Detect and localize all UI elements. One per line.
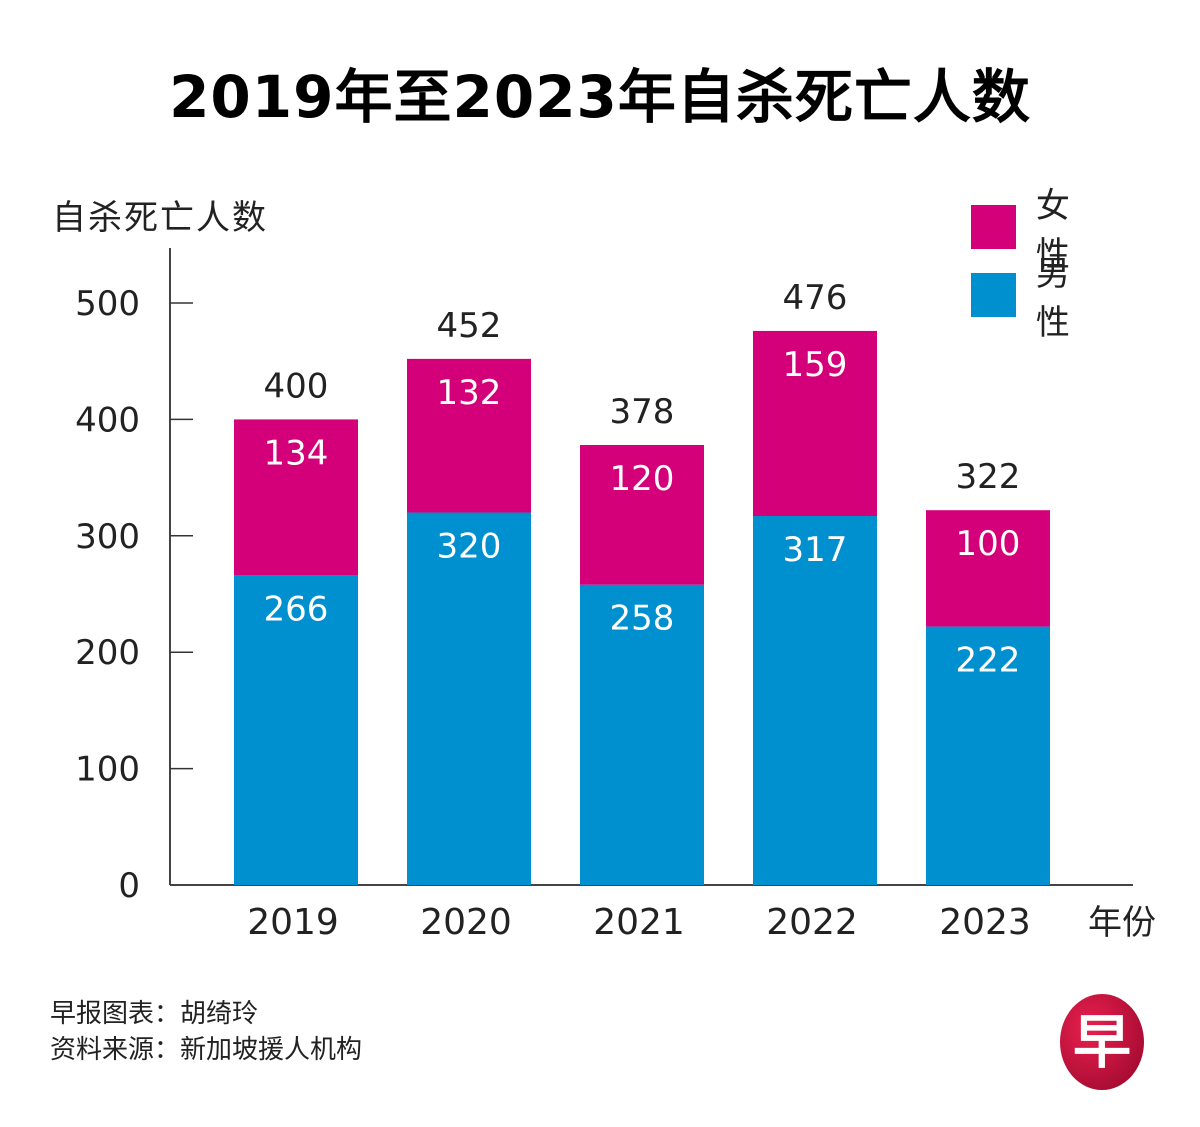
x-tick-label: 2022 [766, 902, 858, 943]
data-label-male: 222 [956, 641, 1021, 681]
data-label-male: 317 [783, 530, 848, 570]
y-tick-label: 400 [75, 400, 140, 440]
data-label-total: 476 [783, 278, 848, 318]
y-tick-label: 0 [118, 866, 140, 906]
data-label-female: 120 [610, 459, 675, 499]
legend-swatch-male [971, 273, 1016, 317]
data-label-total: 400 [264, 366, 329, 406]
bar-segment-female [580, 445, 704, 585]
legend-label-female: 女性 [1035, 186, 1070, 275]
chart-credit: 早报图表：胡绮玲 [50, 999, 259, 1029]
bar-segment-male [580, 584, 704, 885]
x-tick-label: 2020 [420, 902, 512, 943]
data-label-male: 266 [264, 589, 329, 629]
data-label-female: 134 [264, 433, 329, 473]
data-label-female: 132 [437, 373, 502, 413]
data-label-total: 322 [956, 457, 1021, 497]
chart-title: 2019年至2023年自杀死亡人数 [169, 63, 1031, 131]
x-tick-label: 2023 [939, 902, 1031, 943]
data-source: 资料来源：新加坡援人机构 [50, 1035, 363, 1065]
x-axis-label: 年份 [1088, 903, 1156, 943]
bar-segment-female [926, 510, 1050, 627]
logo-glyph: 早 [1073, 1008, 1131, 1076]
legend-swatch-female [971, 205, 1016, 249]
footer: 早报图表：胡绮玲 资料来源：新加坡援人机构 [50, 996, 362, 1068]
y-tick-label: 200 [75, 633, 140, 673]
bar-segment-male [407, 512, 531, 885]
bar-segment-female [234, 419, 358, 576]
data-label-female: 100 [956, 524, 1021, 564]
bar-segment-male [926, 626, 1050, 885]
y-tick-label: 100 [75, 750, 140, 790]
bar-segment-male [753, 516, 877, 885]
data-label-total: 378 [610, 392, 675, 432]
data-label-male: 258 [610, 599, 675, 639]
legend-item-male: 男性 [971, 246, 1086, 344]
legend-label-male: 男性 [1035, 254, 1070, 343]
bar-segment-male [234, 575, 358, 885]
y-tick-label: 500 [75, 284, 140, 324]
bar-segment-female [407, 358, 531, 513]
y-tick-label: 300 [75, 517, 140, 557]
bar-segment-female [753, 330, 877, 517]
legend-item-female: 女性 [971, 178, 1086, 276]
data-label-female: 159 [783, 345, 848, 385]
x-tick-label: 2021 [593, 902, 685, 943]
zaobao-logo-icon: 早 [1060, 994, 1144, 1090]
x-tick-label: 2019 [247, 902, 339, 943]
data-label-total: 452 [437, 306, 502, 346]
y-axis-label: 自杀死亡人数 [52, 198, 268, 238]
data-label-male: 320 [437, 527, 502, 567]
